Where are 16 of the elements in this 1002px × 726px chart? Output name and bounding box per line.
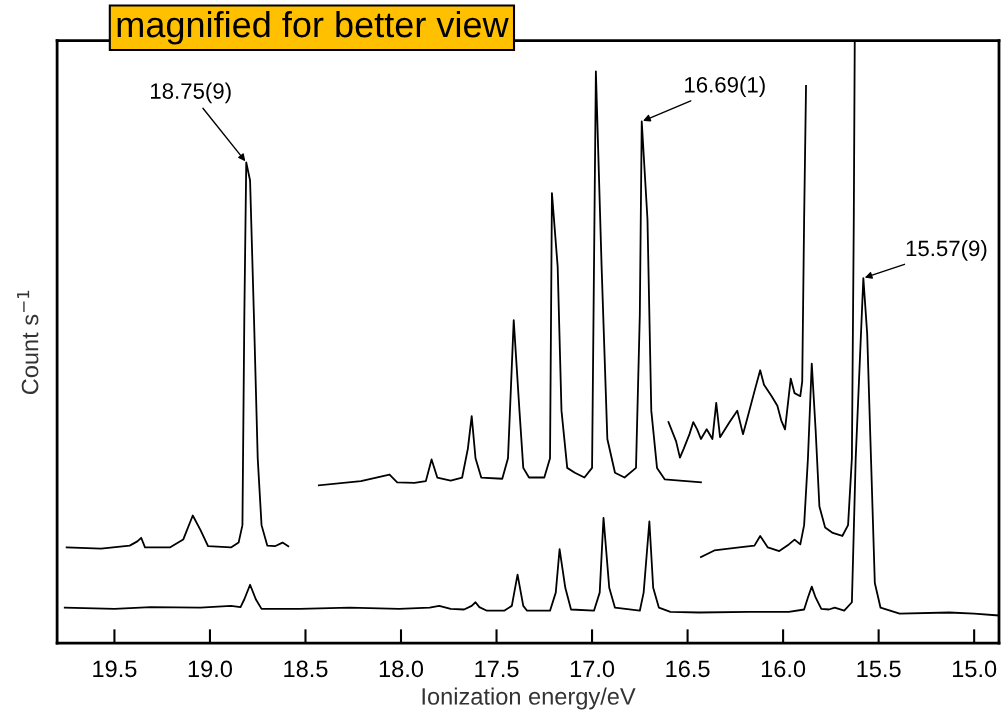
x-tick-label: 18.0 bbox=[379, 660, 424, 678]
x-tick-label: 17.5 bbox=[475, 660, 519, 678]
x-tick-label: 19.0 bbox=[188, 660, 233, 678]
x-tick-label: 16.5 bbox=[666, 660, 710, 678]
annotation: 18.75(9) bbox=[151, 82, 231, 104]
annotation: magnified for better view bbox=[117, 10, 509, 45]
annotation: 15.57(9) bbox=[906, 239, 987, 261]
x-tick-label: 16.0 bbox=[761, 660, 806, 678]
y-axis-title: Count s$^{−1}$ bbox=[17, 290, 39, 395]
x-tick-label: 18.5 bbox=[284, 660, 328, 678]
annotation: 16.69(1) bbox=[685, 76, 765, 98]
x-tick-label: 17.0 bbox=[570, 660, 615, 678]
x-axis-title: Ionization energy/eV bbox=[422, 687, 636, 710]
x-tick-label: 15.0 bbox=[952, 660, 997, 678]
x-tick-label: 19.5 bbox=[93, 660, 137, 678]
x-tick-label: 15.5 bbox=[857, 660, 901, 678]
